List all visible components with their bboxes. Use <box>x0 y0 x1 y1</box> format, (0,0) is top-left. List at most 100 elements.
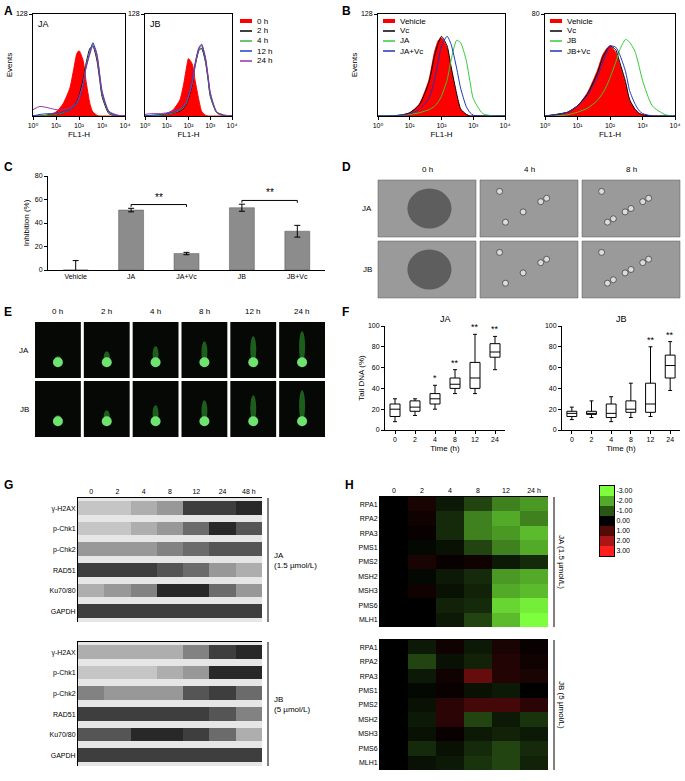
svg-text:GAPDH: GAPDH <box>51 608 76 615</box>
svg-text:10⁴: 10⁴ <box>670 122 681 129</box>
svg-text:80: 80 <box>35 172 43 179</box>
svg-text:10⁰: 10⁰ <box>140 122 151 129</box>
svg-text:JA(1.5 µmol/L): JA(1.5 µmol/L) <box>274 551 317 570</box>
svg-text:3.00: 3.00 <box>616 547 630 554</box>
svg-text:Vehicle: Vehicle <box>567 17 593 26</box>
svg-text:**: ** <box>266 187 274 198</box>
svg-text:JB: JB <box>616 314 627 324</box>
svg-text:MSH2: MSH2 <box>358 573 378 580</box>
svg-text:RAD51: RAD51 <box>53 711 76 718</box>
svg-text:**: ** <box>666 330 674 340</box>
svg-text:RPA2: RPA2 <box>360 658 378 665</box>
svg-text:Time (h): Time (h) <box>430 444 460 453</box>
svg-text:80: 80 <box>532 10 540 17</box>
svg-text:RPA1: RPA1 <box>360 644 378 651</box>
svg-text:10²: 10² <box>183 122 194 129</box>
svg-text:MLH1: MLH1 <box>359 616 378 623</box>
svg-text:JA: JA <box>127 273 136 280</box>
svg-text:γ-H2AX: γ-H2AX <box>51 505 75 513</box>
svg-text:10¹: 10¹ <box>51 122 62 129</box>
svg-text:4: 4 <box>448 487 452 494</box>
svg-text:12: 12 <box>647 436 655 443</box>
svg-text:JA+Vc: JA+Vc <box>176 273 197 280</box>
svg-text:8: 8 <box>168 488 172 495</box>
svg-text:0 h: 0 h <box>422 165 433 174</box>
svg-text:100: 100 <box>368 322 380 329</box>
svg-text:JA: JA <box>400 36 410 45</box>
svg-text:10⁰: 10⁰ <box>540 122 551 129</box>
svg-text:Time (h): Time (h) <box>606 444 636 453</box>
svg-text:Inhibition (%): Inhibition (%) <box>22 199 31 246</box>
svg-text:0: 0 <box>393 436 397 443</box>
svg-text:-3.00: -3.00 <box>616 487 632 494</box>
svg-text:JB: JB <box>20 405 29 414</box>
svg-text:20: 20 <box>35 243 43 250</box>
svg-text:PMS1: PMS1 <box>359 544 378 551</box>
svg-text:10¹: 10¹ <box>162 122 173 129</box>
svg-text:RPA2: RPA2 <box>360 515 378 522</box>
svg-text:48 h: 48 h <box>242 488 256 495</box>
svg-text:JB+Vc: JB+Vc <box>287 273 308 280</box>
svg-text:10²: 10² <box>436 122 447 129</box>
svg-text:10⁴: 10⁴ <box>227 122 238 129</box>
svg-text:F: F <box>342 305 349 319</box>
svg-text:Vc: Vc <box>400 26 409 35</box>
svg-text:8: 8 <box>453 436 457 443</box>
svg-text:10⁰: 10⁰ <box>373 122 384 129</box>
svg-text:C: C <box>4 160 13 174</box>
svg-text:0.00: 0.00 <box>616 517 630 524</box>
svg-text:JB (5 µmol/L): JB (5 µmol/L) <box>557 681 566 729</box>
svg-text:Events: Events <box>5 53 14 77</box>
svg-text:JA: JA <box>440 314 451 324</box>
svg-text:D: D <box>342 160 351 174</box>
svg-text:2: 2 <box>115 488 119 495</box>
svg-text:A: A <box>4 4 13 18</box>
svg-text:24 h: 24 h <box>294 307 310 316</box>
svg-text:0: 0 <box>39 266 43 273</box>
svg-text:12 h: 12 h <box>257 47 273 56</box>
svg-text:0 h: 0 h <box>52 307 63 316</box>
svg-text:2: 2 <box>420 487 424 494</box>
svg-text:FL1-H: FL1-H <box>599 130 621 139</box>
svg-text:PMS6: PMS6 <box>359 745 378 752</box>
svg-text:JB: JB <box>363 265 372 274</box>
svg-text:128: 128 <box>128 10 140 17</box>
svg-text:p-Chk2: p-Chk2 <box>53 690 76 698</box>
svg-text:JB: JB <box>150 19 161 29</box>
svg-text:PMS2: PMS2 <box>359 558 378 565</box>
svg-text:0: 0 <box>570 436 574 443</box>
svg-text:10³: 10³ <box>468 122 479 129</box>
svg-text:8: 8 <box>629 436 633 443</box>
svg-text:12: 12 <box>192 488 200 495</box>
svg-text:2: 2 <box>413 436 417 443</box>
svg-text:60: 60 <box>549 364 557 371</box>
svg-text:80: 80 <box>372 343 380 350</box>
svg-text:10²: 10² <box>605 122 616 129</box>
svg-text:FL1-H: FL1-H <box>177 130 199 139</box>
svg-text:Vc: Vc <box>567 26 576 35</box>
svg-text:RPA1: RPA1 <box>360 501 378 508</box>
svg-text:MSH3: MSH3 <box>358 730 378 737</box>
svg-text:10¹: 10¹ <box>405 122 416 129</box>
svg-text:24: 24 <box>666 436 674 443</box>
svg-text:24: 24 <box>219 488 227 495</box>
svg-text:**: ** <box>647 335 655 345</box>
svg-text:128: 128 <box>361 10 373 17</box>
svg-text:10¹: 10¹ <box>572 122 583 129</box>
svg-text:12: 12 <box>502 487 510 494</box>
svg-text:PMS6: PMS6 <box>359 602 378 609</box>
svg-text:2: 2 <box>590 436 594 443</box>
svg-text:12: 12 <box>471 436 479 443</box>
svg-text:40: 40 <box>372 385 380 392</box>
svg-text:B: B <box>342 4 351 18</box>
svg-text:100: 100 <box>545 322 557 329</box>
svg-text:10⁴: 10⁴ <box>120 122 131 129</box>
svg-text:20: 20 <box>549 406 557 413</box>
svg-text:JA: JA <box>19 346 29 355</box>
svg-text:2 h: 2 h <box>101 307 112 316</box>
svg-text:FL1-H: FL1-H <box>68 130 90 139</box>
svg-text:0: 0 <box>392 487 396 494</box>
svg-text:4 h: 4 h <box>257 36 268 45</box>
svg-text:8 h: 8 h <box>199 307 210 316</box>
svg-text:PMS1: PMS1 <box>359 687 378 694</box>
